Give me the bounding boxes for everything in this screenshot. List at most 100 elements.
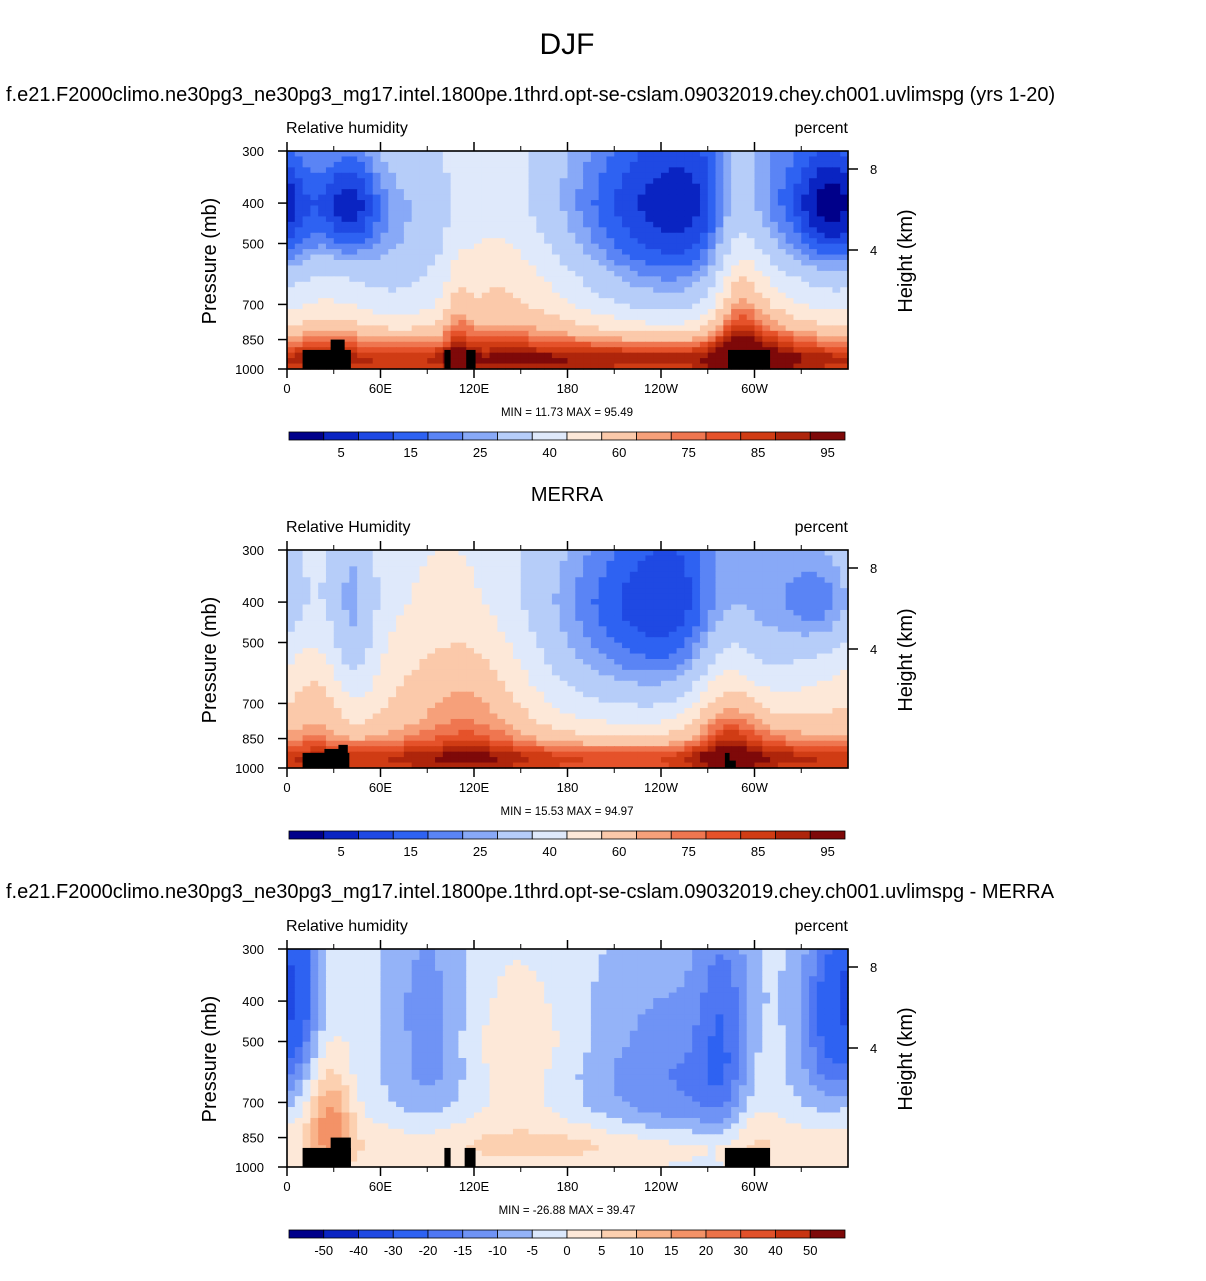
heatmap-cell xyxy=(419,347,428,354)
heatmap-cell xyxy=(583,200,592,207)
heatmap-cell xyxy=(840,669,849,676)
heatmap-cell xyxy=(497,637,506,644)
heatmap-cell xyxy=(497,281,506,288)
heatmap-cell xyxy=(785,341,795,348)
heatmap-cell xyxy=(692,205,701,212)
heatmap-cell xyxy=(357,620,366,627)
heatmap-cell xyxy=(325,194,335,201)
heatmap-cell xyxy=(668,161,678,168)
heatmap-cell xyxy=(622,582,631,589)
heatmap-cell xyxy=(746,550,756,557)
heatmap-cell xyxy=(645,620,654,627)
heatmap-cell xyxy=(723,254,732,261)
heatmap-cell xyxy=(325,260,335,267)
heatmap-cell xyxy=(310,582,319,589)
heatmap-cell xyxy=(411,582,421,589)
heatmap-cell xyxy=(349,604,358,611)
heatmap-cell xyxy=(590,270,600,277)
heatmap-cell xyxy=(372,691,382,698)
heatmap-cell xyxy=(481,686,491,693)
heatmap-cell xyxy=(785,221,795,228)
heatmap-cell xyxy=(505,550,514,557)
heatmap-cell xyxy=(770,189,779,196)
heatmap-cell xyxy=(645,298,654,305)
heatmap-cell xyxy=(809,593,818,600)
heatmap-cell xyxy=(707,675,717,682)
heatmap-cell xyxy=(481,270,491,277)
heatmap-cell xyxy=(567,555,576,562)
heatmap-cell xyxy=(754,697,763,704)
heatmap-cell xyxy=(318,664,327,671)
heatmap-cell xyxy=(403,172,413,179)
heatmap-cell xyxy=(310,680,319,687)
heatmap-cell xyxy=(481,604,491,611)
heatmap-cell xyxy=(637,167,647,174)
heatmap-cell xyxy=(590,588,600,595)
heatmap-cell xyxy=(629,238,639,245)
heatmap-cell xyxy=(520,260,530,267)
heatmap-cell xyxy=(474,626,483,633)
heatmap-cell xyxy=(559,216,569,223)
heatmap-cell xyxy=(520,238,530,245)
heatmap-cell xyxy=(731,560,740,567)
heatmap-cell xyxy=(505,653,514,660)
heatmap-cell xyxy=(614,319,623,326)
heatmap-cell xyxy=(715,609,724,616)
heatmap-cell xyxy=(442,260,452,267)
heatmap-cell xyxy=(310,161,319,168)
heatmap-cell xyxy=(512,270,522,277)
heatmap-cell xyxy=(668,303,678,310)
heatmap-cell xyxy=(809,161,818,168)
heatmap-cell xyxy=(606,303,615,310)
heatmap-cell xyxy=(668,642,678,649)
heatmap-cell xyxy=(684,156,693,163)
heatmap-cell xyxy=(536,577,545,584)
heatmap-cell xyxy=(801,631,810,638)
heatmap-cell xyxy=(770,210,779,217)
heatmap-cell xyxy=(715,200,724,207)
heatmap-cell xyxy=(629,216,639,223)
heatmap-cell xyxy=(738,697,748,704)
heatmap-cell xyxy=(341,156,350,163)
heatmap-cell xyxy=(590,183,600,190)
heatmap-cell xyxy=(559,260,569,267)
heatmap-cell xyxy=(637,560,647,567)
heatmap-cell xyxy=(318,566,327,573)
heatmap-cell xyxy=(466,210,475,217)
heatmap-cell xyxy=(684,669,693,676)
heatmap-cell xyxy=(731,330,740,337)
heatmap-cell xyxy=(341,352,350,359)
heatmap-cell xyxy=(302,189,311,196)
heatmap-cell xyxy=(512,265,522,272)
heatmap-cell xyxy=(341,270,350,277)
heatmap-cell xyxy=(723,599,732,606)
heatmap-cell xyxy=(824,292,834,299)
heatmap-cell xyxy=(310,631,319,638)
heatmap-cell xyxy=(590,609,600,616)
heatmap-cell xyxy=(715,292,724,299)
heatmap-cell xyxy=(372,243,382,250)
heatmap-cell xyxy=(411,221,421,228)
heatmap-cell xyxy=(824,216,834,223)
heatmap-cell xyxy=(310,626,319,633)
heatmap-cell xyxy=(411,604,421,611)
heatmap-cell xyxy=(450,631,460,638)
heatmap-cell xyxy=(754,260,763,267)
heatmap-cell xyxy=(294,604,304,611)
heatmap-cell xyxy=(481,281,491,288)
heatmap-cell xyxy=(801,680,810,687)
heatmap-cell xyxy=(466,232,475,239)
heatmap-cell xyxy=(411,648,421,655)
heatmap-cell xyxy=(645,276,654,283)
heatmap-cell xyxy=(528,172,537,179)
heatmap-cell xyxy=(676,221,685,228)
heatmap-cell xyxy=(302,566,311,573)
heatmap-cell xyxy=(770,363,779,370)
heatmap-cell xyxy=(380,555,389,562)
heatmap-cell xyxy=(497,221,506,228)
heatmap-cell xyxy=(419,637,428,644)
heatmap-cell xyxy=(645,599,654,606)
heatmap-cell xyxy=(388,664,397,671)
heatmap-cell xyxy=(435,281,444,288)
heatmap-cell xyxy=(653,314,662,321)
